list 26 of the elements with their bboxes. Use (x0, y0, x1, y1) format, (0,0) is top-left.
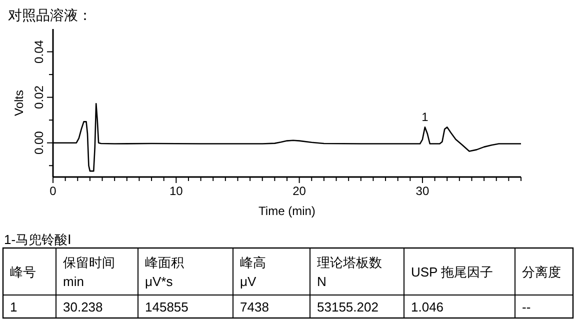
annotation: 1 (422, 110, 429, 124)
text: 30.238 (63, 300, 103, 314)
text: 峰面积 μV*s (145, 255, 184, 289)
text: 分离度 (522, 264, 561, 280)
text: 53155.202 (317, 300, 378, 314)
x-tick-label: 20 (292, 184, 306, 198)
text: 145855 (145, 300, 188, 314)
y-tick-label: 0.00 (32, 130, 46, 155)
y-tick-label: 0.04 (32, 40, 46, 64)
chart-title: 对照品溶液： (8, 7, 92, 23)
text: 1-马兜铃酸Ⅰ (4, 232, 72, 247)
text: 理论塔板数 N (317, 255, 382, 289)
text: 保留时间 min (63, 255, 115, 289)
text: 1.046 (411, 300, 444, 314)
text: 峰号 (10, 264, 36, 280)
x-tick-label: 30 (416, 184, 430, 198)
x-tick-label: 10 (169, 184, 184, 198)
text: 1 (10, 300, 18, 314)
text: 7438 (240, 300, 269, 314)
x-tick-label: 0 (50, 184, 57, 198)
y-tick-label: 0.02 (32, 85, 46, 109)
text: -- (522, 300, 531, 314)
text: USP 拖尾因子 (411, 264, 494, 280)
text: 峰高 μV (240, 255, 266, 289)
x-axis-title: Time (min) (258, 204, 316, 218)
y-axis-title: Volts (12, 90, 26, 116)
